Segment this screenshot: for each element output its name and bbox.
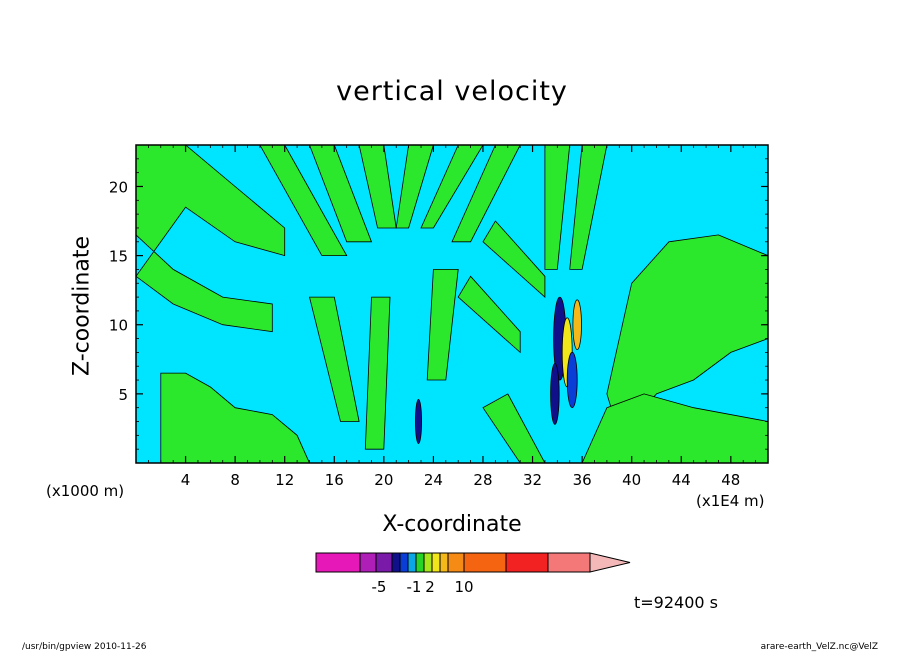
field-core-cell [566,351,578,409]
footer-program-date: /usr/bin/gpview 2010-11-26 [22,642,147,652]
field-streak [569,145,608,270]
colorbar: -5 -1 2 10 [315,552,631,596]
colorbar-tick-label: 10 [454,578,473,596]
field-streak [451,145,521,243]
colorbar-segment [399,552,409,573]
colorbar-segment [431,552,441,573]
field-core-cell [572,299,582,351]
time-label: t=92400 s [634,593,718,612]
y-tick-label: 15 [109,248,128,266]
x-tick-label: 44 [672,471,691,489]
field-streak [544,145,571,270]
y-axis-label: Z-coordinate [69,236,95,376]
x-tick-label: 20 [374,471,393,489]
x-tick-label: 8 [230,471,240,489]
y-axis: 5 10 15 20 [109,158,768,450]
x-axis: 4 8 12 16 20 24 28 32 36 40 44 48 [147,145,769,489]
field-streak [309,145,373,243]
velocity-field [136,145,768,463]
field-streak [426,269,459,381]
colorbar-segment [463,552,507,573]
colorbar-segment [315,552,361,573]
footer-filename: arare-earth_VelZ.nc@VelZ [760,642,878,652]
x-tick-label: 40 [622,471,641,489]
colorbar-segment [423,552,433,573]
colorbar-extend-arrow [589,552,631,573]
y-tick-label: 5 [118,386,128,404]
field-streak [482,393,546,463]
colorbar-segment [505,552,549,573]
x-tick-label: 24 [424,471,443,489]
colorbar-segment [439,552,449,573]
colorbar-segment [447,552,465,573]
plot-frame [135,144,769,464]
colorbar-tick-label: -1 [407,578,422,596]
x-tick-label: 28 [473,471,492,489]
field-streak [395,145,434,229]
y-tick-label: 20 [109,178,128,196]
field-core-cell [414,398,422,444]
field-core-cell [550,363,560,425]
colorbar-tick-label: 2 [425,578,435,596]
field-band-left [136,145,286,333]
x-axis-unit-right: (x1E4 m) [696,492,765,510]
colorbar-tick-label: -5 [372,578,387,596]
field-band-lower-right [581,393,768,463]
colorbar-segment [375,552,393,573]
field-streak [420,145,484,229]
chart-title: vertical velocity [336,76,568,107]
colorbar-segment [407,552,417,573]
x-tick-label: 4 [181,471,191,489]
field-streak [364,296,391,450]
field-streak [259,145,348,256]
field-streak [308,296,360,422]
x-tick-label: 32 [523,471,542,489]
x-tick-label: 16 [325,471,344,489]
y-tick-label: 10 [109,317,128,335]
plot-area [135,144,769,464]
x-tick-label: 48 [721,471,740,489]
colorbar-segment [391,552,401,573]
x-axis-unit-left: (x1000 m) [46,482,125,500]
field-streak [457,275,521,354]
x-axis-label: X-coordinate [382,512,522,537]
colorbar-segment [415,552,425,573]
field-band-lower-left [160,372,310,463]
field-streak [482,220,546,298]
x-tick-label: 36 [573,471,592,489]
colorbar-segment [359,552,377,573]
x-tick-label: 12 [275,471,294,489]
colorbar-segment [547,552,591,573]
